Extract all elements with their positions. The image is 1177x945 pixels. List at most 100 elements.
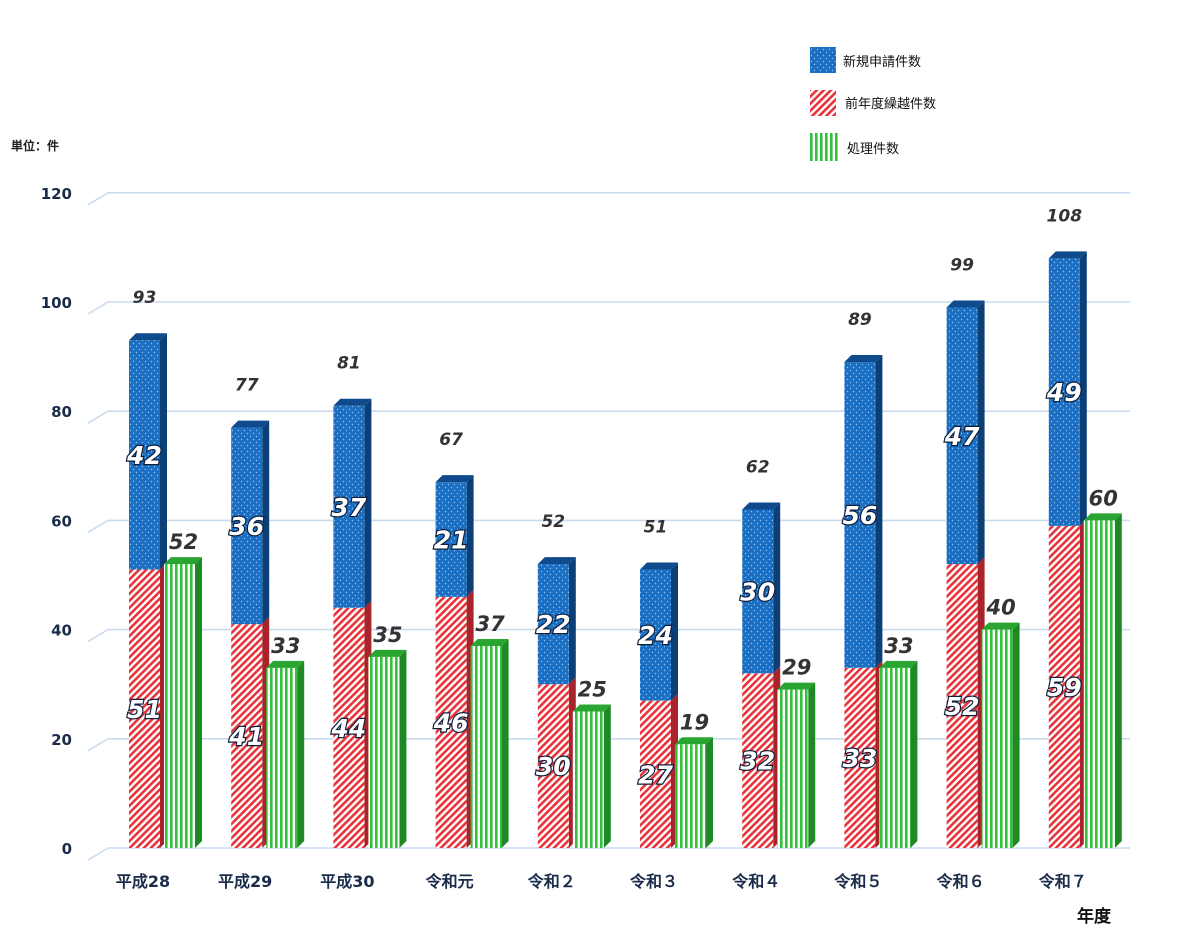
x-category-label: 令和５ (833, 872, 882, 891)
new-applications-value-label: 21 (434, 526, 469, 555)
bar-new-applications-face (640, 569, 671, 701)
bar-new-applications-top (742, 502, 781, 510)
gridline (87, 192, 1130, 206)
bar-new-applications (333, 398, 372, 608)
x-category-label: 平成30 (320, 872, 374, 891)
bar-processed-face (1083, 520, 1115, 848)
bar-new-applications-top (129, 333, 167, 341)
bar-processed (164, 557, 202, 848)
bar-processed-face (777, 689, 809, 848)
bar-processed (1083, 513, 1122, 848)
processed-value-label: 37 (475, 612, 505, 636)
bar-carryover-face (537, 684, 569, 848)
bar-new-applications (946, 300, 985, 565)
total-value-label: 89 (848, 310, 872, 330)
bar-carryover-face (333, 607, 365, 848)
legend-label-new-applications: 新規申請件数 (843, 54, 921, 70)
processed-value-label: 52 (169, 530, 198, 554)
bar-new-applications-face (742, 509, 774, 674)
bar-new-applications (640, 562, 678, 701)
data-labels: 51 42 93 52 41 36 77 33 44 37 81 35 46 21 67 37 30 22 52 25… (125, 206, 1118, 790)
bar-processed (470, 638, 509, 848)
bar-new-applications-top (333, 398, 372, 406)
processed-value-label: 60 (1089, 486, 1118, 510)
gridlines (87, 192, 1130, 861)
carryover-value-label: 44 (331, 714, 367, 743)
new-applications-value-label: 49 (1046, 378, 1082, 407)
x-category-label: 令和３ (629, 872, 678, 891)
bar-new-applications (231, 420, 270, 625)
carryover-value-label: 52 (945, 692, 980, 721)
bar-new-applications-side (977, 300, 985, 565)
bars (129, 251, 1122, 848)
bar-processed-face (675, 744, 706, 848)
bar-processed-side (706, 737, 713, 848)
bar-new-applications-top (435, 475, 474, 483)
bar-processed-face (879, 667, 911, 848)
bar-new-applications (742, 502, 781, 674)
legend: 新規申請件数 前年度繰越件数 処理件数 (810, 47, 936, 161)
bar-carryover (333, 600, 372, 848)
processed-value-label: 25 (578, 678, 607, 702)
gridline (87, 301, 1130, 315)
bar-carryover-face (946, 564, 978, 848)
x-category-label: 令和２ (527, 872, 576, 891)
processed-value-label: 29 (782, 656, 811, 680)
bar-processed-face (266, 667, 298, 848)
bar-processed-side (910, 660, 918, 848)
bar-new-applications-top (844, 355, 883, 363)
new-applications-value-label: 56 (843, 501, 878, 530)
x-category-label: 令和７ (1038, 872, 1087, 891)
x-category-label: 令和元 (425, 872, 474, 891)
total-value-label: 67 (439, 430, 463, 450)
bar-processed-side (399, 649, 407, 848)
bar-new-applications-face (129, 340, 160, 570)
bar-processed (266, 660, 305, 848)
legend-swatch-processed (810, 133, 838, 161)
legend-swatch-new-applications (810, 47, 836, 73)
bar-new-applications (1048, 251, 1087, 526)
bar-new-applications-side (160, 333, 167, 570)
bar-new-applications-face (537, 564, 569, 685)
bar-processed-face (164, 564, 195, 848)
bar-new-applications-face (844, 362, 876, 668)
bar-carryover-face (742, 673, 774, 848)
x-category-label: 平成29 (218, 872, 272, 891)
bar-new-applications (537, 557, 576, 685)
bar-processed-top (675, 737, 713, 745)
bar-new-applications-top (231, 420, 270, 428)
bar-carryover-face (231, 624, 263, 848)
bar-processed (368, 649, 407, 848)
processed-value-label: 35 (373, 623, 402, 647)
bar-carryover (946, 557, 985, 848)
bar-carryover-face (129, 569, 160, 848)
bar-new-applications-side (773, 502, 781, 674)
bar-new-applications (129, 333, 167, 570)
y-tick-label: 80 (51, 403, 72, 421)
bar-processed-side (501, 638, 509, 848)
bar-carryover-face (1048, 525, 1080, 848)
gridline (87, 847, 1130, 861)
bar-new-applications-top (640, 562, 678, 570)
x-category-label: 令和６ (936, 872, 985, 891)
bar-new-applications (844, 355, 883, 668)
bar-processed-top (777, 682, 816, 690)
y-axis-ticks: 0 20 40 60 80 100 120 (41, 185, 72, 858)
bar-carryover (844, 660, 883, 848)
carryover-value-label: 30 (536, 752, 571, 781)
x-category-label: 令和４ (731, 872, 780, 891)
bar-new-applications-face (946, 307, 978, 565)
bar-processed-side (297, 660, 305, 848)
gridline (87, 410, 1130, 424)
bar-processed-face (368, 656, 400, 848)
processed-value-label: 33 (884, 634, 913, 658)
carryover-value-label: 33 (843, 744, 878, 773)
bar-processed-top (164, 557, 202, 565)
bar-processed-top (572, 704, 611, 712)
bar-processed-top (470, 638, 509, 646)
bar-processed-face (470, 645, 502, 848)
x-category-label: 平成28 (116, 872, 170, 891)
new-applications-value-label: 37 (332, 493, 367, 522)
total-value-label: 51 (644, 518, 668, 538)
